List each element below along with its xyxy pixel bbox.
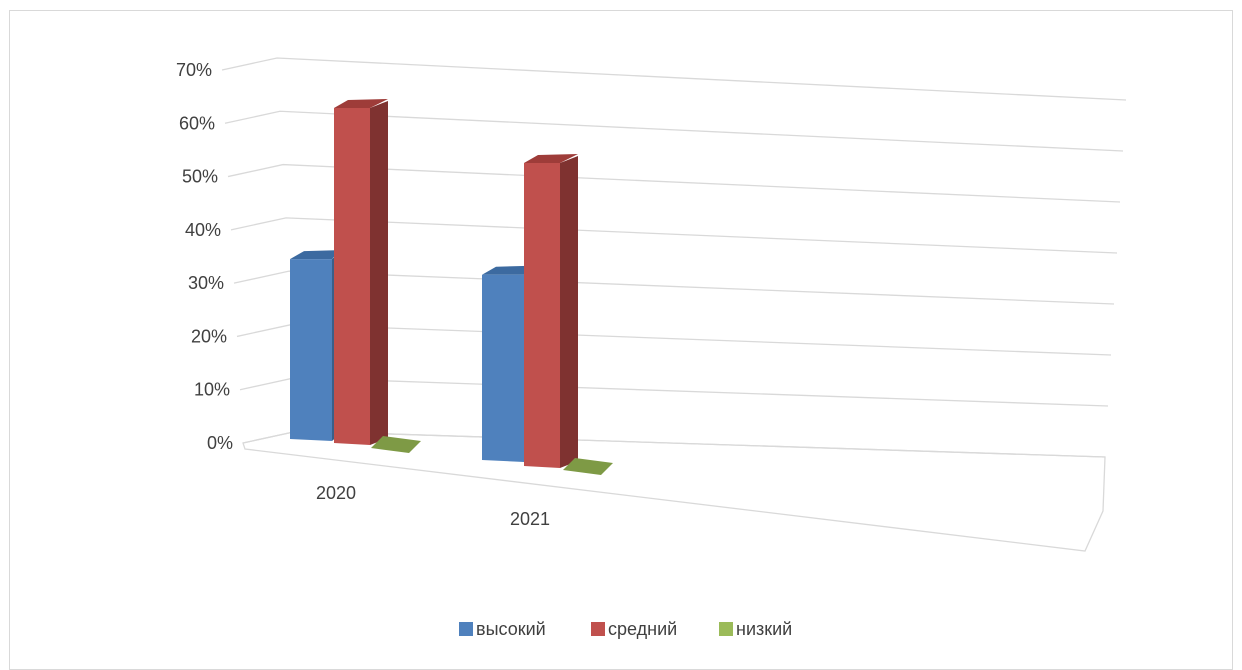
gridline xyxy=(227,163,1121,203)
bar xyxy=(371,436,421,453)
floor-outline xyxy=(242,430,1106,552)
legend-label: высокий xyxy=(476,619,546,639)
y-tick-label: 60% xyxy=(179,113,215,133)
y-axis-ticks: 0% 10% 20% 30% 40% 50% 60% 70% xyxy=(176,60,233,453)
y-tick-label: 70% xyxy=(176,60,212,80)
gridline xyxy=(233,270,1115,305)
bar-front xyxy=(524,163,560,469)
legend-label: низкий xyxy=(736,619,792,639)
bar xyxy=(524,154,578,469)
y-tick-label: 10% xyxy=(194,380,230,400)
y-tick-label: 50% xyxy=(182,167,218,187)
bar xyxy=(334,98,388,445)
legend-label: средний xyxy=(608,619,677,639)
bar-top xyxy=(290,250,340,260)
legend: высокий средний низкий xyxy=(459,619,792,639)
gridline xyxy=(224,110,1124,152)
bars xyxy=(290,98,613,475)
axis-frame xyxy=(242,430,1106,552)
bar-side xyxy=(560,156,578,469)
y-tick-label: 30% xyxy=(188,273,224,293)
legend-item: высокий xyxy=(459,619,546,639)
bar xyxy=(563,458,613,475)
bar-front xyxy=(290,259,332,441)
bar-flat xyxy=(563,458,613,475)
bar-flat xyxy=(371,436,421,453)
legend-swatch xyxy=(459,622,473,636)
bar-front xyxy=(334,107,370,445)
legend-swatch xyxy=(719,622,733,636)
gridline xyxy=(230,217,1118,254)
x-category-label: 2021 xyxy=(510,509,550,529)
bar-top xyxy=(482,265,532,275)
y-tick-label: 0% xyxy=(207,433,233,453)
x-category-label: 2020 xyxy=(316,483,356,503)
chart-frame xyxy=(9,10,1233,670)
legend-item: средний xyxy=(591,619,677,639)
bar-side xyxy=(370,100,388,445)
bar-top xyxy=(524,154,578,164)
x-axis-categories: 2020 2021 xyxy=(316,483,550,529)
bar xyxy=(290,250,340,441)
y-tick-label: 40% xyxy=(185,220,221,240)
y-tick-label: 20% xyxy=(191,326,227,346)
legend-item: низкий xyxy=(719,619,792,639)
bar-top xyxy=(334,98,388,108)
legend-swatch xyxy=(591,622,605,636)
bar-front xyxy=(482,274,524,462)
gridline xyxy=(221,57,1127,101)
